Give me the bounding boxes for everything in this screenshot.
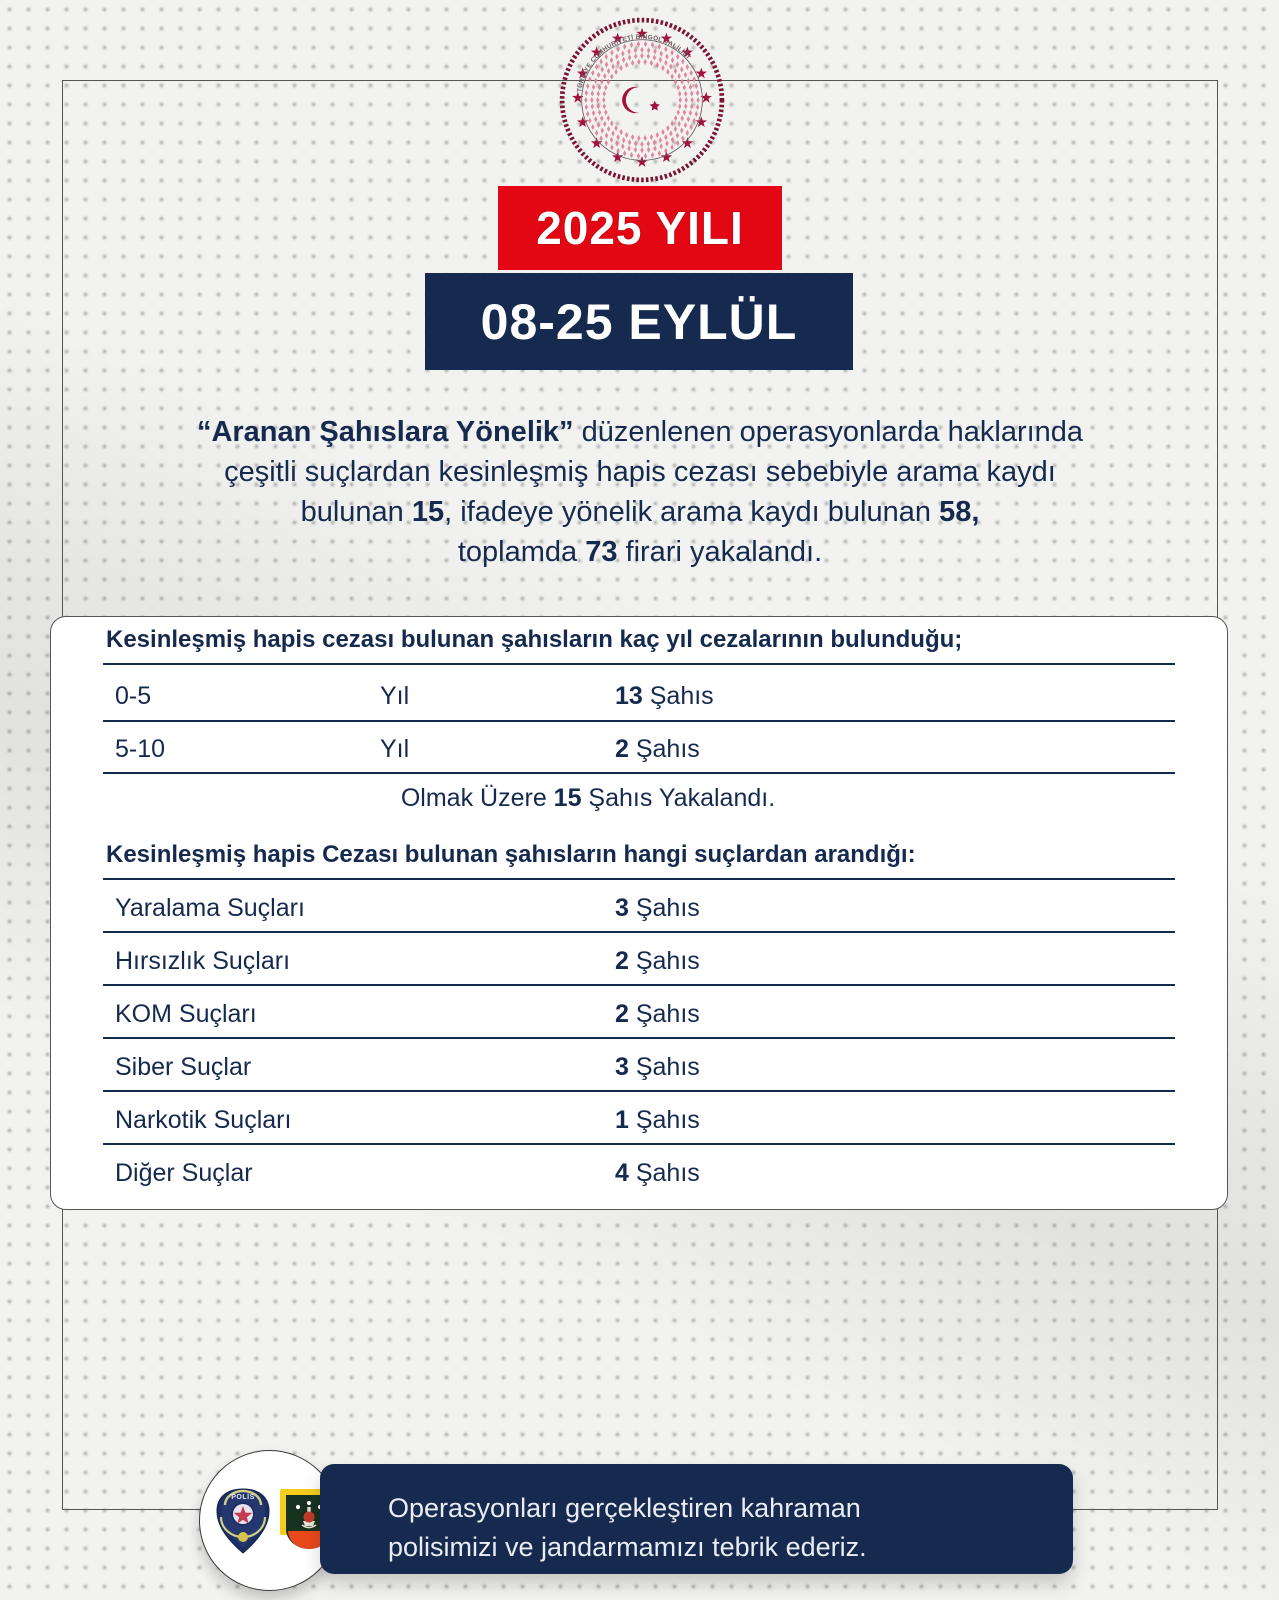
svg-text:POLİS: POLİS (231, 1493, 255, 1501)
